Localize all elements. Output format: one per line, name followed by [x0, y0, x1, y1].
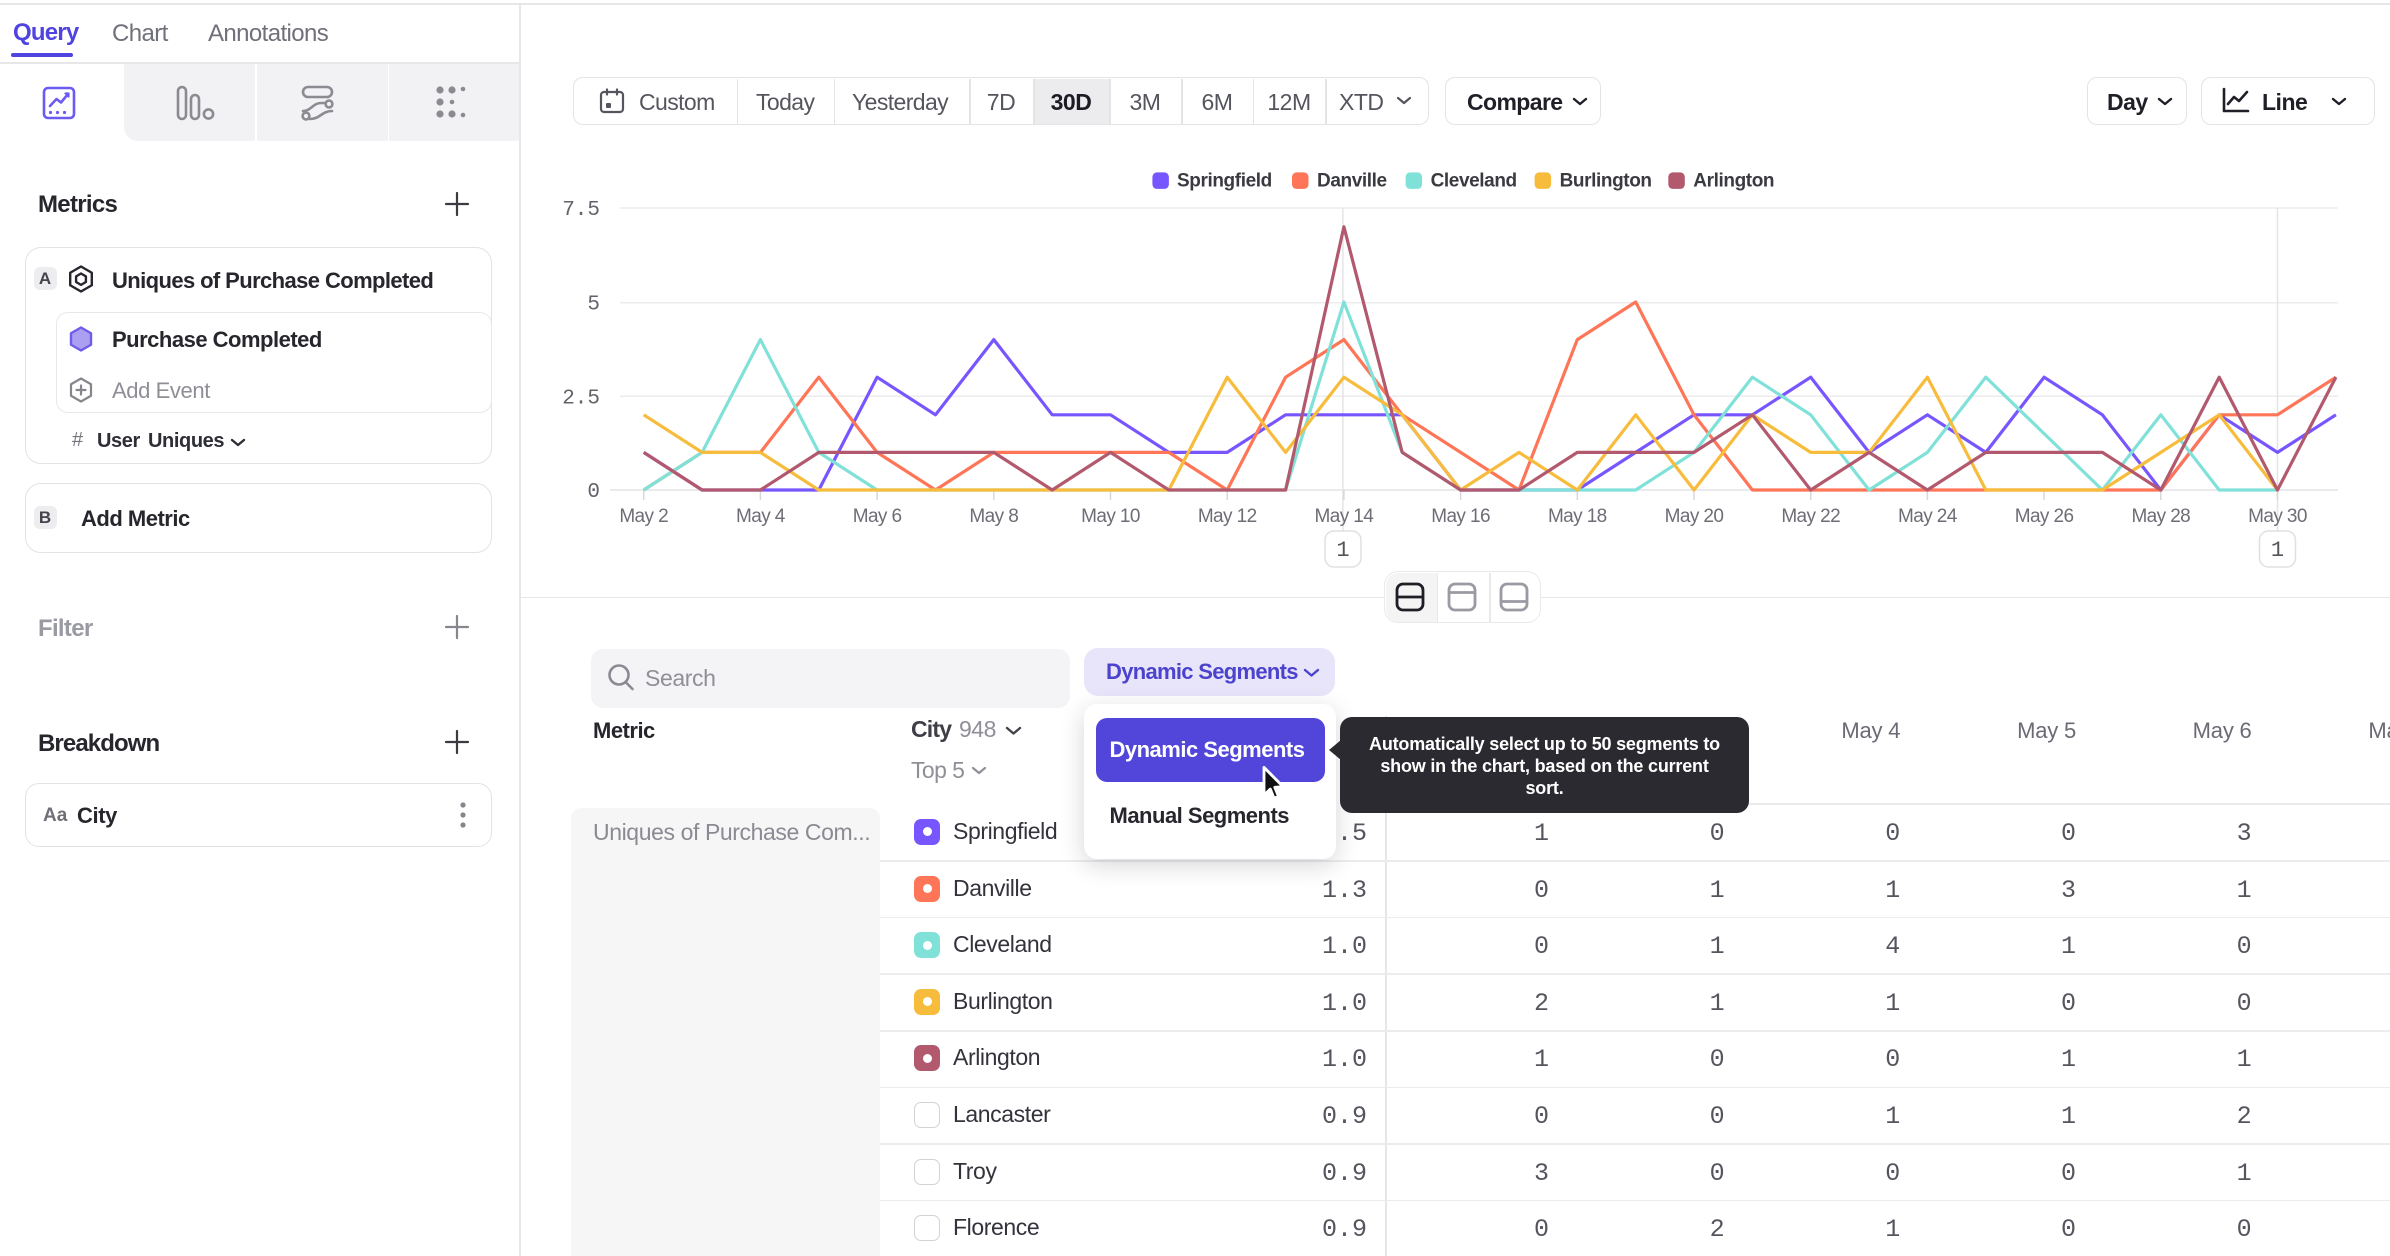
svg-text:Springfield: Springfield	[1177, 171, 1272, 192]
svg-text:May 24: May 24	[1898, 506, 1958, 527]
svg-text:May 4: May 4	[736, 506, 786, 527]
svg-text:7.5: 7.5	[562, 199, 600, 222]
svg-text:5: 5	[587, 294, 600, 317]
svg-text:May 10: May 10	[1081, 506, 1140, 527]
svg-text:May 2: May 2	[619, 506, 668, 527]
svg-text:May 20: May 20	[1665, 506, 1724, 527]
svg-text:May 28: May 28	[2131, 506, 2190, 527]
svg-text:Danville: Danville	[1317, 171, 1387, 192]
svg-text:May 8: May 8	[969, 506, 1018, 527]
svg-text:May 14: May 14	[1315, 506, 1375, 527]
svg-text:May 26: May 26	[2015, 506, 2074, 527]
svg-text:May 18: May 18	[1548, 506, 1607, 527]
svg-text:0: 0	[587, 481, 600, 504]
svg-text:Burlington: Burlington	[1560, 171, 1652, 192]
svg-text:1: 1	[1336, 538, 1349, 563]
svg-text:Arlington: Arlington	[1693, 171, 1774, 192]
svg-text:May 6: May 6	[853, 506, 902, 527]
svg-text:May 22: May 22	[1781, 506, 1840, 527]
svg-text:Cleveland: Cleveland	[1431, 171, 1517, 192]
svg-text:2.5: 2.5	[562, 387, 600, 410]
svg-text:May 30: May 30	[2248, 506, 2307, 527]
svg-text:May 12: May 12	[1198, 506, 1257, 527]
svg-text:1: 1	[2271, 538, 2284, 563]
svg-text:May 16: May 16	[1431, 506, 1490, 527]
